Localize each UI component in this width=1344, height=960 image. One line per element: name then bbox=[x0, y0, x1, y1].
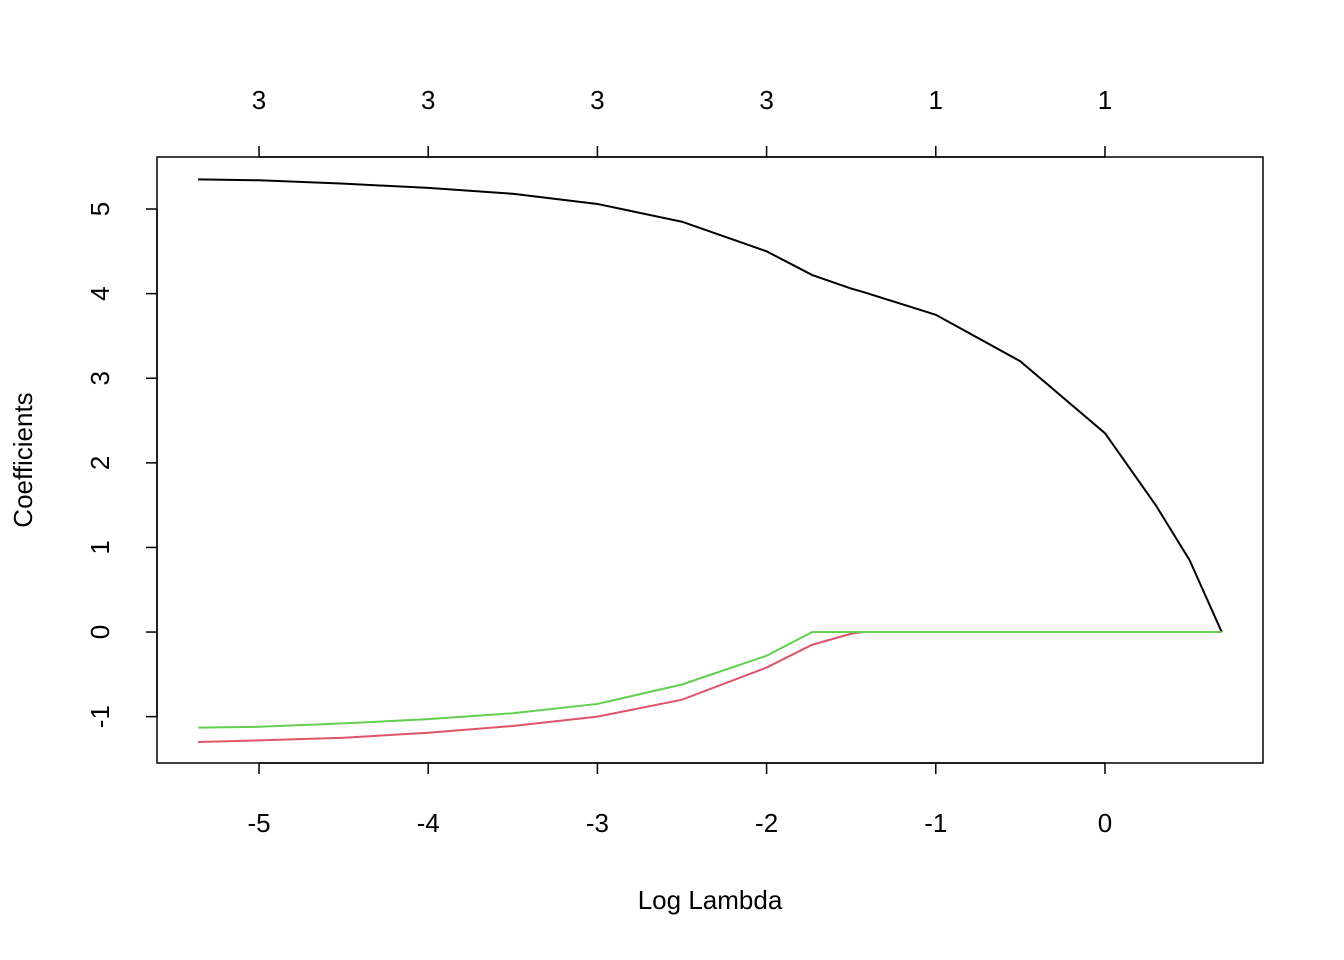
x-tick-label: -3 bbox=[586, 808, 609, 838]
y-tick-label: 0 bbox=[85, 625, 115, 639]
x-tick-label: -2 bbox=[755, 808, 778, 838]
y-tick-label: 3 bbox=[85, 371, 115, 385]
top-tick-label: 3 bbox=[252, 85, 266, 115]
series-line bbox=[198, 631, 1222, 729]
top-tick-label: 3 bbox=[421, 85, 435, 115]
top-tick-label: 3 bbox=[759, 85, 773, 115]
series-line bbox=[198, 178, 1223, 633]
x-tick-label: -4 bbox=[417, 808, 440, 838]
y-tick-label: 2 bbox=[85, 456, 115, 470]
y-axis-label: Coefficients bbox=[8, 392, 38, 527]
y-tick-label: 5 bbox=[85, 202, 115, 216]
plot-box bbox=[156, 156, 1264, 764]
x-tick-label: 0 bbox=[1098, 808, 1112, 838]
x-axis-label: Log Lambda bbox=[638, 885, 783, 915]
top-tick-label: 3 bbox=[590, 85, 604, 115]
series-line bbox=[198, 631, 1222, 744]
x-tick-label: -5 bbox=[247, 808, 270, 838]
top-tick-label: 1 bbox=[929, 85, 943, 115]
y-tick-label: -1 bbox=[85, 705, 115, 728]
x-tick-label: -1 bbox=[924, 808, 947, 838]
y-tick-label: 1 bbox=[85, 540, 115, 554]
y-tick-label: 4 bbox=[85, 286, 115, 300]
top-tick-label: 1 bbox=[1098, 85, 1112, 115]
